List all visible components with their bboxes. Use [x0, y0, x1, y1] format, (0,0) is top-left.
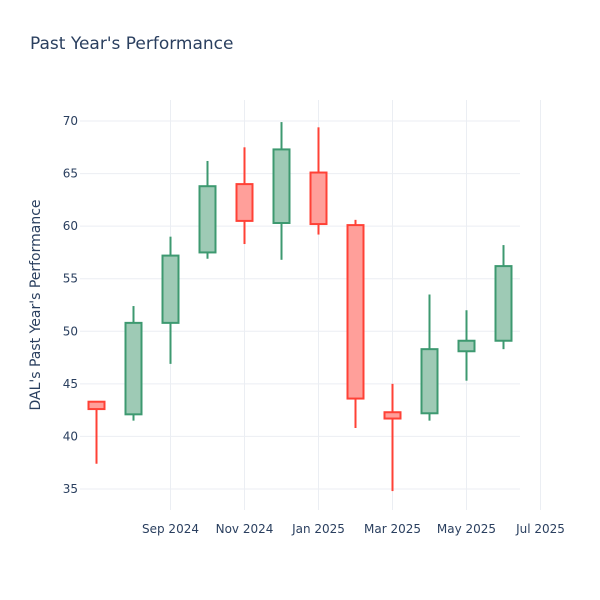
x-tick-label: Jul 2025 — [515, 522, 565, 536]
candle-body — [161, 254, 180, 324]
x-tick-label: Sep 2024 — [142, 522, 199, 536]
candle-increasing[interactable] — [494, 245, 513, 350]
y-tick-label: 65 — [63, 167, 78, 181]
candle-decreasing[interactable] — [309, 127, 328, 235]
y-tick-label: 50 — [63, 324, 78, 338]
candle-body — [124, 321, 143, 416]
y-tick-label: 40 — [63, 429, 78, 443]
y-tick-label: 55 — [63, 272, 78, 286]
chart-title: Past Year's Performance — [30, 34, 234, 54]
candle-body — [494, 265, 513, 342]
y-tick-label: 60 — [63, 219, 78, 233]
candle-body — [198, 185, 217, 254]
x-tick-labels: Sep 2024 Nov 2024 Jan 2025 Mar 2025 May 2025… — [142, 522, 565, 536]
y-gridlines — [80, 120, 520, 490]
y-tick-label: 35 — [63, 482, 78, 496]
x-tick-label: Mar 2025 — [364, 522, 421, 536]
candle-body — [272, 148, 291, 225]
x-tick-label: Nov 2024 — [216, 522, 274, 536]
candle-body — [346, 224, 365, 400]
candle-increasing[interactable] — [124, 306, 143, 421]
candle-increasing[interactable] — [161, 236, 180, 364]
candle-increasing[interactable] — [420, 294, 439, 421]
candle-decreasing[interactable] — [383, 383, 402, 492]
candle-body — [383, 411, 402, 420]
candle-body — [420, 348, 439, 415]
y-tick-label: 70 — [63, 114, 78, 128]
y-axis-label: DAL's Past Year's Performance — [28, 199, 44, 410]
candle-decreasing[interactable] — [87, 400, 106, 464]
candle-body — [87, 400, 106, 411]
candles — [87, 122, 513, 492]
candle-increasing[interactable] — [272, 122, 291, 260]
candle-body — [309, 171, 328, 226]
y-tick-labels: 35 40 45 50 55 60 65 70 — [63, 114, 78, 496]
y-tick-label: 45 — [63, 377, 78, 391]
candle-decreasing[interactable] — [235, 147, 254, 245]
candle-decreasing[interactable] — [346, 219, 365, 428]
candle-increasing[interactable] — [457, 310, 476, 381]
candle-body — [235, 183, 254, 222]
x-tick-label: May 2025 — [437, 522, 496, 536]
x-tick-label: Jan 2025 — [291, 522, 345, 536]
candle-increasing[interactable] — [198, 160, 217, 259]
candle-body — [457, 339, 476, 353]
